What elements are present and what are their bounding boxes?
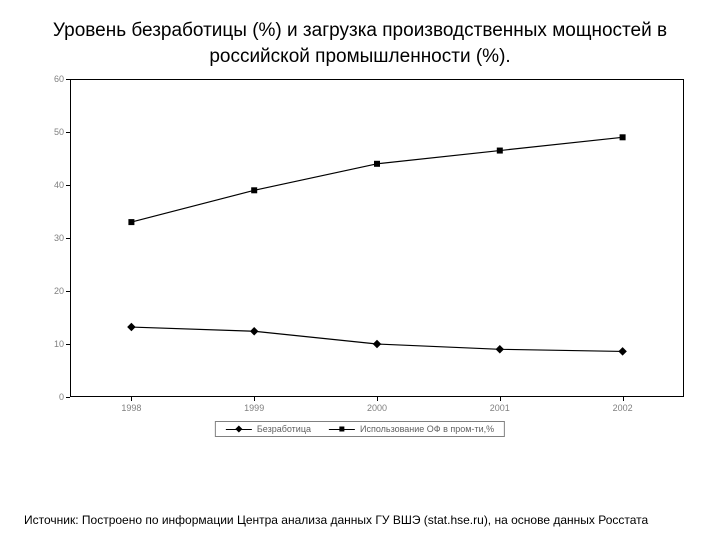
series-marker — [496, 345, 504, 353]
series-marker — [618, 347, 626, 355]
legend: Безработица Использование ОФ в пром-ти,% — [215, 421, 505, 437]
legend-item: Использование ОФ в пром-ти,% — [329, 424, 494, 434]
x-tick-label: 2000 — [367, 403, 387, 413]
legend-swatch — [329, 425, 355, 433]
source-caption: Источник: Построено по информации Центра… — [24, 512, 696, 528]
x-tick-label: 2001 — [490, 403, 510, 413]
series-marker — [128, 219, 134, 225]
series-marker — [251, 188, 257, 194]
legend-item: Безработица — [226, 424, 311, 434]
legend-label: Использование ОФ в пром-ти,% — [360, 424, 494, 434]
series-marker — [620, 135, 626, 141]
chart-title: Уровень безработицы (%) и загрузка произ… — [30, 18, 690, 69]
chart-area: 010203040506019981999200020012002Безрабо… — [30, 75, 690, 455]
legend-label: Безработица — [257, 424, 311, 434]
series-svg — [30, 75, 686, 399]
x-tick-label: 2002 — [613, 403, 633, 413]
series-line — [131, 138, 622, 223]
slide-root: Уровень безработицы (%) и загрузка произ… — [0, 0, 720, 540]
series-marker — [374, 161, 380, 167]
series-marker — [250, 327, 258, 335]
series-marker — [373, 340, 381, 348]
x-tick-label: 1998 — [121, 403, 141, 413]
series-marker — [497, 148, 503, 154]
x-tick-label: 1999 — [244, 403, 264, 413]
legend-swatch — [226, 425, 252, 433]
series-marker — [127, 323, 135, 331]
